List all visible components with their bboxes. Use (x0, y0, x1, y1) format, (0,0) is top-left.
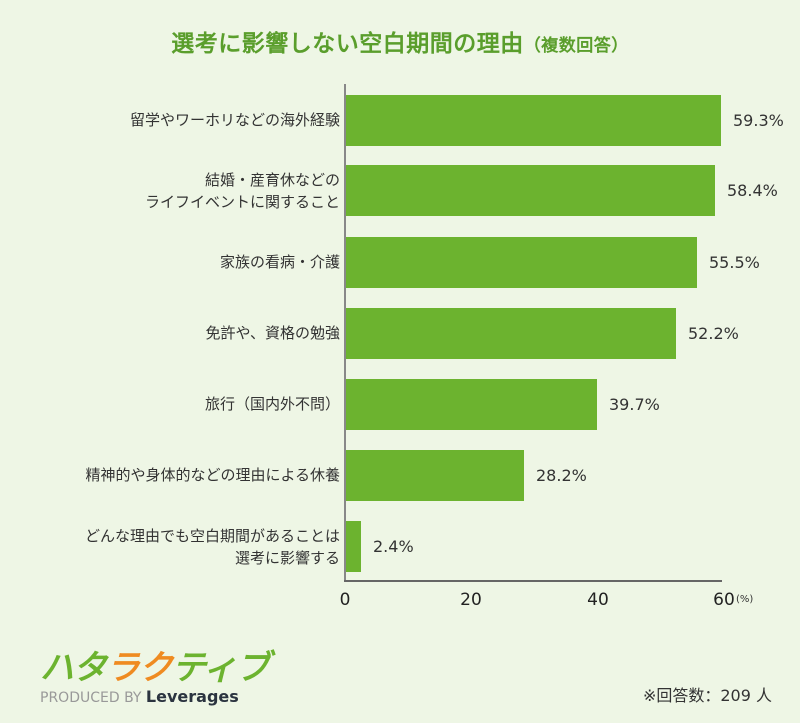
category-label: 留学やワーホリなどの海外経験 (129, 111, 340, 129)
category-label: 旅行（国内外不問） (204, 395, 340, 413)
value-label: 55.5% (709, 253, 760, 272)
bar (346, 308, 676, 359)
value-label: 52.2% (688, 324, 739, 343)
bar (346, 237, 697, 288)
bar (346, 521, 361, 572)
category-label: 免許や、資格の勉強 (205, 324, 340, 342)
y-axis-line (344, 84, 346, 582)
category-label: 結婚・産育休などの ライフイベントに関すること (144, 171, 340, 211)
value-label: 59.3% (733, 111, 784, 130)
x-tick: 0 (339, 590, 351, 610)
x-tick: 40 (587, 590, 609, 610)
x-tick: 20 (460, 590, 482, 610)
category-label: どんな理由でも空白期間があることは 選考に影響する (84, 527, 340, 567)
bar (346, 165, 715, 216)
category-label: 家族の看病・介護 (219, 253, 340, 271)
value-label: 39.7% (609, 395, 660, 414)
chart-title-main: 選考に影響しない空白期間の理由 (171, 31, 524, 57)
produced-by: PRODUCED BY Leverages (40, 687, 239, 706)
x-tick: 60 (713, 590, 735, 610)
value-label: 2.4% (373, 537, 414, 556)
respondent-count-note: ※回答数：209 人 (642, 686, 772, 705)
chart-title-sub: （複数回答） (523, 36, 629, 56)
chart-title: 選考に影響しない空白期間の理由（複数回答） (0, 24, 800, 58)
hataractive-logo: ハタラクティブ (40, 648, 270, 688)
bar (346, 95, 721, 146)
category-label: 精神的や身体的などの理由による休養 (85, 466, 340, 484)
bar (346, 379, 597, 430)
leverages-brand: Leverages (145, 687, 239, 706)
x-axis-unit: (%) (736, 594, 754, 605)
bar (346, 450, 524, 501)
value-label: 58.4% (727, 181, 778, 200)
value-label: 28.2% (536, 466, 587, 485)
x-axis-line (344, 580, 722, 582)
